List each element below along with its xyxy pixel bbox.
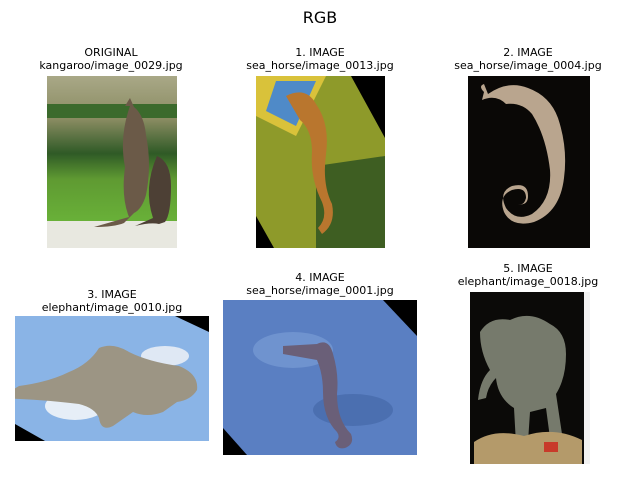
sea-horse-image-1 <box>256 76 385 248</box>
panel-label: 3. IMAGE <box>87 288 137 301</box>
panel-caption-1: 1. IMAGE sea_horse/image_0013.jpg <box>210 46 430 72</box>
elephant-image-2 <box>470 292 590 464</box>
panel-caption-3: 3. IMAGE elephant/image_0010.jpg <box>2 288 222 314</box>
elephant-image-1 <box>15 316 209 441</box>
panel-caption-2: 2. IMAGE sea_horse/image_0004.jpg <box>418 46 638 72</box>
sea-horse-image-3 <box>223 300 417 455</box>
kangaroo-image <box>47 76 177 248</box>
sea-horse-image-2 <box>468 76 590 248</box>
panel-label: 5. IMAGE <box>503 262 553 275</box>
panel-filename: sea_horse/image_0001.jpg <box>246 284 394 297</box>
panel-caption-original: ORIGINAL kangaroo/image_0029.jpg <box>1 46 221 72</box>
panel-label: 4. IMAGE <box>295 271 345 284</box>
panel-caption-4: 4. IMAGE sea_horse/image_0001.jpg <box>210 271 430 297</box>
panel-filename: elephant/image_0018.jpg <box>457 275 599 288</box>
panel-filename: elephant/image_0010.jpg <box>41 301 183 314</box>
panel-filename: kangaroo/image_0029.jpg <box>39 59 183 72</box>
panel-caption-5: 5. IMAGE elephant/image_0018.jpg <box>418 262 638 288</box>
panel-label: 2. IMAGE <box>503 46 553 59</box>
figure-title: RGB <box>302 8 338 27</box>
panel-filename: sea_horse/image_0013.jpg <box>246 59 394 72</box>
panel-label: ORIGINAL <box>84 46 138 59</box>
panel-filename: sea_horse/image_0004.jpg <box>454 59 602 72</box>
panel-label: 1. IMAGE <box>295 46 345 59</box>
